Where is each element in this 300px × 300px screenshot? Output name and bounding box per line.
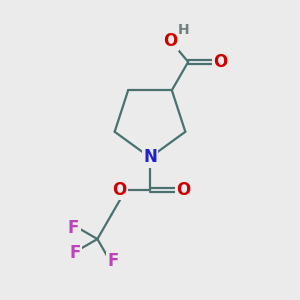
Text: O: O [176,181,190,199]
Text: O: O [112,181,127,199]
Text: O: O [163,32,178,50]
Text: N: N [143,148,157,166]
Text: F: F [68,219,79,237]
Text: H: H [177,23,189,37]
Text: O: O [213,53,227,71]
Text: F: F [108,251,119,269]
Text: F: F [70,244,81,262]
